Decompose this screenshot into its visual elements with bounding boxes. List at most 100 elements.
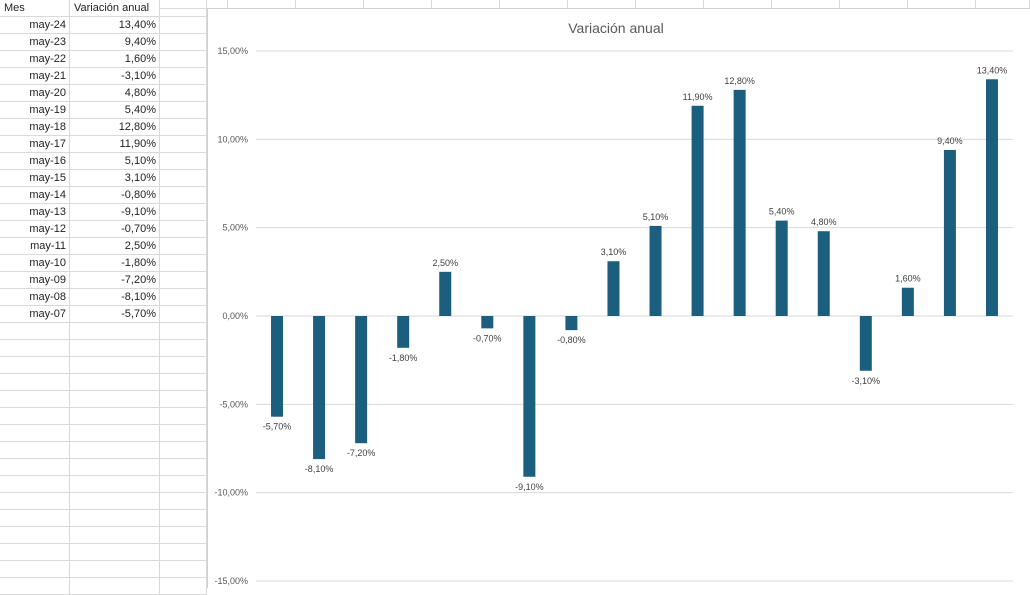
empty-cell[interactable] (70, 493, 160, 510)
month-cell[interactable]: may-08 (0, 289, 70, 306)
empty-cell[interactable] (160, 391, 207, 408)
empty-cell[interactable] (160, 187, 207, 204)
value-cell[interactable]: -1,80% (70, 255, 160, 272)
empty-cell[interactable] (160, 289, 207, 306)
month-cell[interactable]: may-19 (0, 102, 70, 119)
empty-cell[interactable] (70, 408, 160, 425)
empty-cell[interactable] (160, 442, 207, 459)
empty-cell[interactable] (160, 476, 207, 493)
empty-cell[interactable] (160, 85, 207, 102)
month-cell[interactable]: may-12 (0, 221, 70, 238)
empty-cell[interactable] (160, 510, 207, 527)
empty-cell[interactable] (0, 442, 70, 459)
empty-cell[interactable] (0, 425, 70, 442)
empty-cell[interactable] (0, 561, 70, 578)
value-cell[interactable]: 1,60% (70, 51, 160, 68)
empty-cell[interactable] (0, 459, 70, 476)
empty-cell[interactable] (160, 0, 228, 9)
empty-cell[interactable] (160, 153, 207, 170)
empty-cell[interactable] (160, 255, 207, 272)
value-cell[interactable]: 11,90% (70, 136, 160, 153)
empty-cell[interactable] (0, 527, 70, 544)
value-cell[interactable]: 3,10% (70, 170, 160, 187)
empty-cell[interactable] (70, 476, 160, 493)
header-cell[interactable]: Variación anual (70, 0, 160, 17)
empty-cell[interactable] (160, 357, 207, 374)
month-cell[interactable]: may-07 (0, 306, 70, 323)
empty-cell[interactable] (70, 459, 160, 476)
empty-cell[interactable] (160, 544, 207, 561)
empty-cell[interactable] (0, 374, 70, 391)
empty-cell[interactable] (0, 357, 70, 374)
value-cell[interactable]: 5,10% (70, 153, 160, 170)
empty-cell[interactable] (160, 272, 207, 289)
month-cell[interactable]: may-22 (0, 51, 70, 68)
empty-cell[interactable] (160, 306, 207, 323)
header-cell[interactable]: Mes (0, 0, 70, 17)
empty-cell[interactable] (70, 391, 160, 408)
value-cell[interactable]: 4,80% (70, 85, 160, 102)
value-cell[interactable]: -9,10% (70, 204, 160, 221)
empty-cell[interactable] (160, 238, 207, 255)
empty-cell[interactable] (160, 102, 207, 119)
empty-cell[interactable] (160, 340, 207, 357)
empty-cell[interactable] (70, 544, 160, 561)
month-cell[interactable]: may-21 (0, 68, 70, 85)
empty-cell[interactable] (160, 136, 207, 153)
empty-cell[interactable] (160, 34, 207, 51)
empty-cell[interactable] (0, 510, 70, 527)
empty-cell[interactable] (160, 68, 207, 85)
value-cell[interactable]: 9,40% (70, 34, 160, 51)
month-cell[interactable]: may-09 (0, 272, 70, 289)
empty-cell[interactable] (160, 527, 207, 544)
empty-cell[interactable] (0, 493, 70, 510)
month-cell[interactable]: may-17 (0, 136, 70, 153)
value-cell[interactable]: -8,10% (70, 289, 160, 306)
empty-cell[interactable] (0, 408, 70, 425)
empty-cell[interactable] (0, 323, 70, 340)
empty-cell[interactable] (160, 425, 207, 442)
value-cell[interactable]: 13,40% (70, 17, 160, 34)
empty-cell[interactable] (160, 459, 207, 476)
empty-cell[interactable] (70, 442, 160, 459)
empty-cell[interactable] (160, 17, 207, 34)
value-cell[interactable]: -7,20% (70, 272, 160, 289)
empty-cell[interactable] (160, 561, 207, 578)
empty-cell[interactable] (160, 374, 207, 391)
empty-cell[interactable] (0, 578, 70, 595)
empty-cell[interactable] (0, 340, 70, 357)
empty-cell[interactable] (160, 323, 207, 340)
empty-cell[interactable] (160, 170, 207, 187)
month-cell[interactable]: may-15 (0, 170, 70, 187)
empty-cell[interactable] (70, 510, 160, 527)
month-cell[interactable]: may-13 (0, 204, 70, 221)
month-cell[interactable]: may-11 (0, 238, 70, 255)
value-cell[interactable]: 2,50% (70, 238, 160, 255)
empty-cell[interactable] (70, 527, 160, 544)
bar-chart[interactable]: Variación anual 15,00% 10,00% 5,00% 0,00% -5,… (207, 8, 1030, 588)
empty-cell[interactable] (160, 51, 207, 68)
empty-cell[interactable] (70, 374, 160, 391)
empty-cell[interactable] (160, 408, 207, 425)
value-cell[interactable]: -0,80% (70, 187, 160, 204)
empty-cell[interactable] (160, 204, 207, 221)
empty-cell[interactable] (160, 578, 207, 595)
empty-cell[interactable] (0, 476, 70, 493)
month-cell[interactable]: may-10 (0, 255, 70, 272)
month-cell[interactable]: may-20 (0, 85, 70, 102)
empty-cell[interactable] (160, 493, 207, 510)
month-cell[interactable]: may-18 (0, 119, 70, 136)
empty-cell[interactable] (160, 221, 207, 238)
value-cell[interactable]: 12,80% (70, 119, 160, 136)
empty-cell[interactable] (70, 340, 160, 357)
empty-cell[interactable] (70, 323, 160, 340)
empty-cell[interactable] (70, 578, 160, 595)
month-cell[interactable]: may-16 (0, 153, 70, 170)
empty-cell[interactable] (70, 357, 160, 374)
month-cell[interactable]: may-23 (0, 34, 70, 51)
value-cell[interactable]: -3,10% (70, 68, 160, 85)
month-cell[interactable]: may-14 (0, 187, 70, 204)
empty-cell[interactable] (70, 561, 160, 578)
value-cell[interactable]: -5,70% (70, 306, 160, 323)
empty-cell[interactable] (0, 391, 70, 408)
